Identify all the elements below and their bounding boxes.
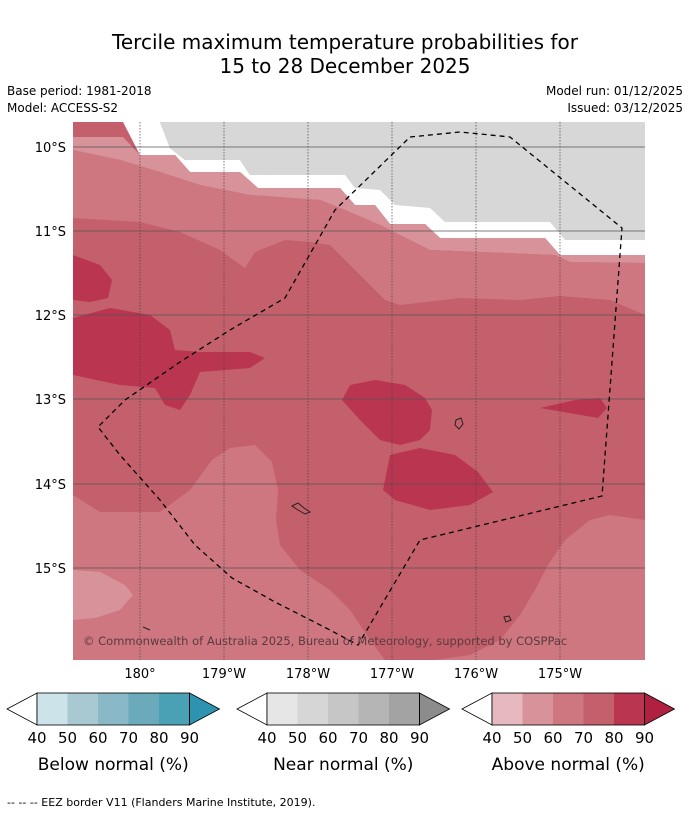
- colorbar-outline: [491, 692, 645, 726]
- colorbar-label: Below normal (%): [38, 755, 189, 775]
- colorbar-tick-label: 60: [318, 729, 337, 747]
- colorbar-tick-label: 70: [574, 729, 593, 747]
- meta-left: Base period: 1981-2018 Model: ACCESS-S2: [7, 83, 152, 117]
- base-period-text: Base period: 1981-2018: [7, 84, 152, 98]
- colorbar-right-arrow: [419, 692, 451, 726]
- colorbar-left-arrow: [6, 692, 38, 726]
- colorbar-cell: [614, 693, 645, 725]
- colorbar-tick-label: 50: [513, 729, 532, 747]
- colorbar-tick-label: 60: [543, 729, 562, 747]
- footer-note: -- -- -- EEZ border V11 (Flanders Marine…: [7, 796, 316, 809]
- lat-label: 14°S: [35, 478, 66, 493]
- copyright-text: © Commonwealth of Australia 2025, Bureau…: [83, 634, 567, 648]
- chart-title-line2: 15 to 28 December 2025: [219, 54, 471, 78]
- lon-label: 176°W: [454, 667, 498, 682]
- colorbar-cell: [98, 693, 129, 725]
- field-white-band: [123, 122, 645, 255]
- colorbar-2: 40 50 60 70 80 90 Above normal (%): [461, 692, 676, 775]
- model-run-text: Model run: 01/12/2025: [545, 84, 683, 98]
- colorbar-outline: [36, 692, 190, 726]
- model-text: Model: ACCESS-S2: [7, 101, 119, 115]
- colorbar-cell: [328, 693, 359, 725]
- field-above-90-c: [342, 380, 432, 445]
- lat-label: 13°S: [35, 393, 66, 408]
- colorbar-cell: [492, 693, 523, 725]
- meta-right: Model run: 01/12/2025 Issued: 03/12/2025: [546, 83, 683, 117]
- colorbar-tick-label: 80: [604, 729, 623, 747]
- colorbar-cell: [297, 693, 328, 725]
- chart-title-line1: Tercile maximum temperature probabilitie…: [112, 30, 578, 54]
- colorbar-tick-label: 90: [635, 729, 654, 747]
- colorbar-1: 40 50 60 70 80 90 Near normal (%): [236, 692, 451, 775]
- colorbar-label: Near normal (%): [273, 755, 413, 775]
- chart-title: Tercile maximum temperature probabilitie…: [0, 30, 690, 78]
- colorbar-cell: [37, 693, 68, 725]
- probability-fields: [73, 122, 645, 660]
- colorbar-tick-label: 80: [149, 729, 168, 747]
- eez-border: [97, 131, 623, 646]
- lon-label: 177°W: [370, 667, 414, 682]
- colorbar-cell: [128, 693, 159, 725]
- colorbar-cell: [159, 693, 190, 725]
- colorbar-cell: [553, 693, 584, 725]
- colorbar-tick-label: 70: [349, 729, 368, 747]
- field-above-90-a: [73, 255, 112, 302]
- island-tiny: [142, 626, 151, 631]
- lon-label: 178°W: [286, 667, 330, 682]
- island-small: [503, 615, 512, 623]
- colorbar-right-arrow: [189, 692, 221, 726]
- colorbar-left-arrow: [236, 692, 268, 726]
- colorbar-tick-label: 50: [288, 729, 307, 747]
- lat-label: 10°S: [35, 141, 66, 156]
- colorbar-tick-label: 90: [180, 729, 199, 747]
- colorbar-cell: [583, 693, 614, 725]
- lat-label: 15°S: [35, 562, 66, 577]
- field-above-70-lower: [73, 445, 385, 660]
- colorbar-tick-label: 50: [58, 729, 77, 747]
- lon-label: 180°: [124, 667, 155, 682]
- island-wallis: [454, 417, 464, 430]
- field-above-50-lower: [73, 570, 133, 620]
- colorbar-cell: [267, 693, 298, 725]
- field-above-50: [73, 137, 645, 263]
- issued-text: Issued: 03/12/2025: [567, 101, 683, 115]
- lat-label: 12°S: [35, 309, 66, 324]
- colorbar-tick-label: 70: [119, 729, 138, 747]
- field-above-90-e: [540, 398, 607, 418]
- colorbar-tick-label: 40: [27, 729, 46, 747]
- lat-labels: 10°S 11°S 12°S 13°S 14°S 15°S: [35, 141, 66, 577]
- lat-label: 11°S: [35, 225, 66, 240]
- colorbar-0: 40 50 60 70 80 90 Below normal (%): [6, 692, 221, 775]
- colorbar-cell: [522, 693, 553, 725]
- colorbars: 40 50 60 70 80 90 Below normal (%) 40 50 60 70 80 90…: [6, 692, 676, 775]
- colorbar-tick-label: 90: [410, 729, 429, 747]
- field-above-70-right: [435, 515, 645, 660]
- colorbar-cell: [67, 693, 98, 725]
- lon-labels: 180° 179°W 178°W 177°W 176°W 175°W: [124, 667, 582, 682]
- field-above-90-d: [383, 448, 493, 510]
- lat-gridlines: [73, 146, 645, 569]
- field-near-normal: [160, 122, 645, 240]
- field-above-90-b: [73, 308, 265, 410]
- colorbar-right-arrow: [644, 692, 676, 726]
- lon-label: 179°W: [202, 667, 246, 682]
- colorbar-tick-label: 80: [379, 729, 398, 747]
- lon-label: 175°W: [538, 667, 582, 682]
- colorbar-outline: [266, 692, 420, 726]
- colorbar-tick-label: 40: [482, 729, 501, 747]
- field-above-70: [73, 150, 645, 315]
- colorbar-cell: [389, 693, 420, 725]
- colorbar-cell: [358, 693, 389, 725]
- island-futuna: [291, 502, 312, 515]
- colorbar-left-arrow: [461, 692, 493, 726]
- colorbar-label: Above normal (%): [492, 755, 645, 775]
- colorbar-tick-label: 40: [257, 729, 276, 747]
- colorbar-tick-label: 60: [88, 729, 107, 747]
